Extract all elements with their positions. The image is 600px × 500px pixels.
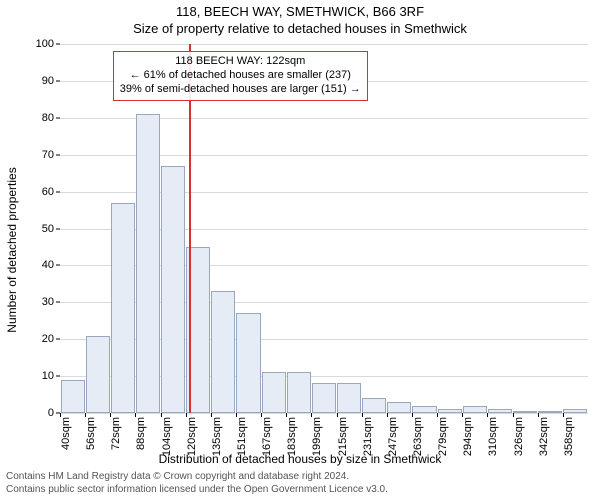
- x-tick-label: 120sqm: [186, 417, 198, 456]
- bar-slot: 279sqm: [437, 44, 462, 413]
- bar: [463, 406, 487, 413]
- bar: [262, 372, 286, 413]
- x-tick-label: 342sqm: [538, 417, 550, 456]
- x-tick-label: 326sqm: [513, 417, 525, 456]
- y-tick-label: 20: [42, 333, 60, 345]
- y-tick-label: 70: [42, 149, 60, 161]
- bar: [136, 114, 160, 413]
- histogram-chart: 010203040506070809010040sqm56sqm72sqm88s…: [60, 44, 588, 414]
- bar: [236, 313, 260, 413]
- y-tick-label: 30: [42, 296, 60, 308]
- bar-slot: 310sqm: [487, 44, 512, 413]
- x-tick-label: 358sqm: [563, 417, 575, 456]
- annotation-line: ← 61% of detached houses are smaller (23…: [120, 69, 361, 83]
- x-tick-label: 135sqm: [211, 417, 223, 456]
- y-tick-label: 40: [42, 259, 60, 271]
- y-tick-label: 60: [42, 186, 60, 198]
- x-tick-label: 183sqm: [286, 417, 298, 456]
- x-tick-label: 167sqm: [261, 417, 273, 456]
- bar-slot: 358sqm: [563, 44, 588, 413]
- y-axis-title: Number of detached properties: [5, 85, 19, 250]
- footer-line: Contains HM Land Registry data © Crown c…: [6, 471, 388, 484]
- y-tick-label: 80: [42, 112, 60, 124]
- y-tick-label: 10: [42, 370, 60, 382]
- bar: [563, 409, 587, 413]
- gridline: [60, 413, 588, 414]
- bar: [488, 409, 512, 413]
- footer-line: Contains public sector information licen…: [6, 484, 388, 497]
- chart-subtitle: Size of property relative to detached ho…: [0, 19, 600, 36]
- bar-slot: 56sqm: [85, 44, 110, 413]
- bar: [337, 383, 361, 413]
- x-tick-label: 310sqm: [487, 417, 499, 456]
- bar: [287, 372, 311, 413]
- bar: [362, 398, 386, 413]
- x-tick-label: 56sqm: [85, 417, 97, 450]
- y-tick-label: 90: [42, 75, 60, 87]
- annotation-line: 39% of semi-detached houses are larger (…: [120, 83, 361, 97]
- x-tick-label: 88sqm: [135, 417, 147, 450]
- bar: [312, 383, 336, 413]
- bar-slot: 294sqm: [462, 44, 487, 413]
- x-tick-label: 199sqm: [311, 417, 323, 456]
- bar: [61, 380, 85, 413]
- bar: [86, 336, 110, 413]
- bar: [538, 411, 562, 413]
- annotation-line: 118 BEECH WAY: 122sqm: [120, 55, 361, 69]
- bar: [211, 291, 235, 413]
- x-tick-label: 151sqm: [236, 417, 248, 456]
- bar: [161, 166, 185, 413]
- x-tick-label: 247sqm: [387, 417, 399, 456]
- x-tick-label: 72sqm: [110, 417, 122, 450]
- y-tick-label: 0: [48, 407, 60, 419]
- x-tick-label: 231sqm: [362, 417, 374, 456]
- x-tick-label: 279sqm: [437, 417, 449, 456]
- page-title: 118, BEECH WAY, SMETHWICK, B66 3RF: [0, 0, 600, 19]
- bar: [412, 406, 436, 413]
- bar: [111, 203, 135, 413]
- x-tick-label: 263sqm: [412, 417, 424, 456]
- x-tick-label: 294sqm: [462, 417, 474, 456]
- y-tick-label: 50: [42, 223, 60, 235]
- bar-slot: 326sqm: [513, 44, 538, 413]
- bar: [513, 411, 537, 413]
- annotation-box: 118 BEECH WAY: 122sqm← 61% of detached h…: [113, 51, 368, 100]
- bar: [438, 409, 462, 413]
- x-axis-title: Distribution of detached houses by size …: [0, 452, 600, 466]
- bar: [387, 402, 411, 413]
- bar-slot: 40sqm: [60, 44, 85, 413]
- bar-slot: 342sqm: [538, 44, 563, 413]
- y-tick-label: 100: [36, 38, 60, 50]
- footer-attribution: Contains HM Land Registry data © Crown c…: [6, 471, 388, 496]
- x-tick-label: 40sqm: [60, 417, 72, 450]
- bar-slot: 263sqm: [412, 44, 437, 413]
- bar-slot: 247sqm: [387, 44, 412, 413]
- x-tick-label: 215sqm: [337, 417, 349, 456]
- x-tick-label: 104sqm: [161, 417, 173, 456]
